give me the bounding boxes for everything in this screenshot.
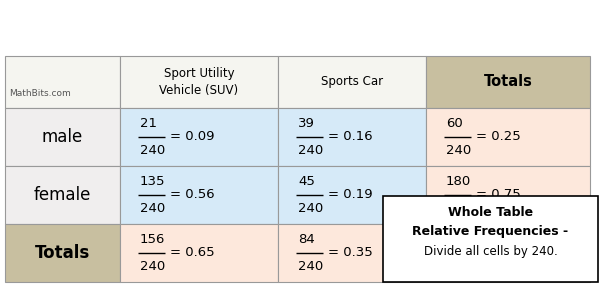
Text: =1.00: =1.00 [476, 247, 516, 259]
Text: 156: 156 [140, 233, 165, 246]
Text: = 0.75: = 0.75 [476, 188, 521, 202]
Text: 60: 60 [446, 117, 463, 130]
Text: Sport Utility
Vehicle (SUV): Sport Utility Vehicle (SUV) [159, 67, 239, 97]
Text: 84: 84 [298, 233, 315, 246]
Bar [5, 108, 120, 166]
Text: 135: 135 [140, 175, 165, 188]
Text: = 0.09: = 0.09 [170, 130, 214, 144]
Text: Divide all cells by 240.: Divide all cells by 240. [423, 245, 557, 257]
Text: 240: 240 [446, 202, 471, 215]
Bar [5, 166, 120, 224]
Text: 240: 240 [446, 233, 471, 246]
Text: Whole Table: Whole Table [448, 206, 533, 219]
Text: male: male [42, 128, 83, 146]
Bar [278, 56, 426, 108]
Text: 39: 39 [298, 117, 315, 130]
Bar [426, 224, 590, 282]
Text: Totals: Totals [484, 74, 533, 90]
Text: = 0.16: = 0.16 [328, 130, 373, 144]
Text: 240: 240 [140, 144, 165, 157]
Bar [383, 196, 598, 282]
Bar [278, 166, 426, 224]
Text: Relative Frequencies -: Relative Frequencies - [413, 225, 568, 237]
Text: 180: 180 [446, 175, 471, 188]
Bar [120, 56, 278, 108]
Text: 240: 240 [140, 260, 165, 273]
Text: 21: 21 [140, 117, 157, 130]
Text: = 0.25: = 0.25 [476, 130, 521, 144]
Text: 45: 45 [298, 175, 315, 188]
Text: female: female [34, 186, 91, 204]
Bar [5, 56, 120, 108]
Bar [120, 166, 278, 224]
Text: = 0.56: = 0.56 [170, 188, 214, 202]
Text: 240: 240 [140, 202, 165, 215]
Bar [120, 108, 278, 166]
Text: 240: 240 [446, 144, 471, 157]
Text: 240: 240 [298, 144, 323, 157]
Bar [426, 166, 590, 224]
Bar [426, 56, 590, 108]
Text: 240: 240 [298, 202, 323, 215]
Text: 240: 240 [298, 260, 323, 273]
Text: Sports Car: Sports Car [321, 76, 383, 88]
Bar [278, 224, 426, 282]
Text: = 0.65: = 0.65 [170, 247, 214, 259]
Bar [426, 108, 590, 166]
Text: = 0.35: = 0.35 [328, 247, 373, 259]
Bar [278, 108, 426, 166]
Bar [120, 224, 278, 282]
Text: MathBits.com: MathBits.com [9, 89, 71, 98]
Bar [5, 224, 120, 282]
Text: Totals: Totals [35, 244, 90, 262]
Text: 240: 240 [446, 260, 471, 273]
Text: = 0.19: = 0.19 [328, 188, 373, 202]
